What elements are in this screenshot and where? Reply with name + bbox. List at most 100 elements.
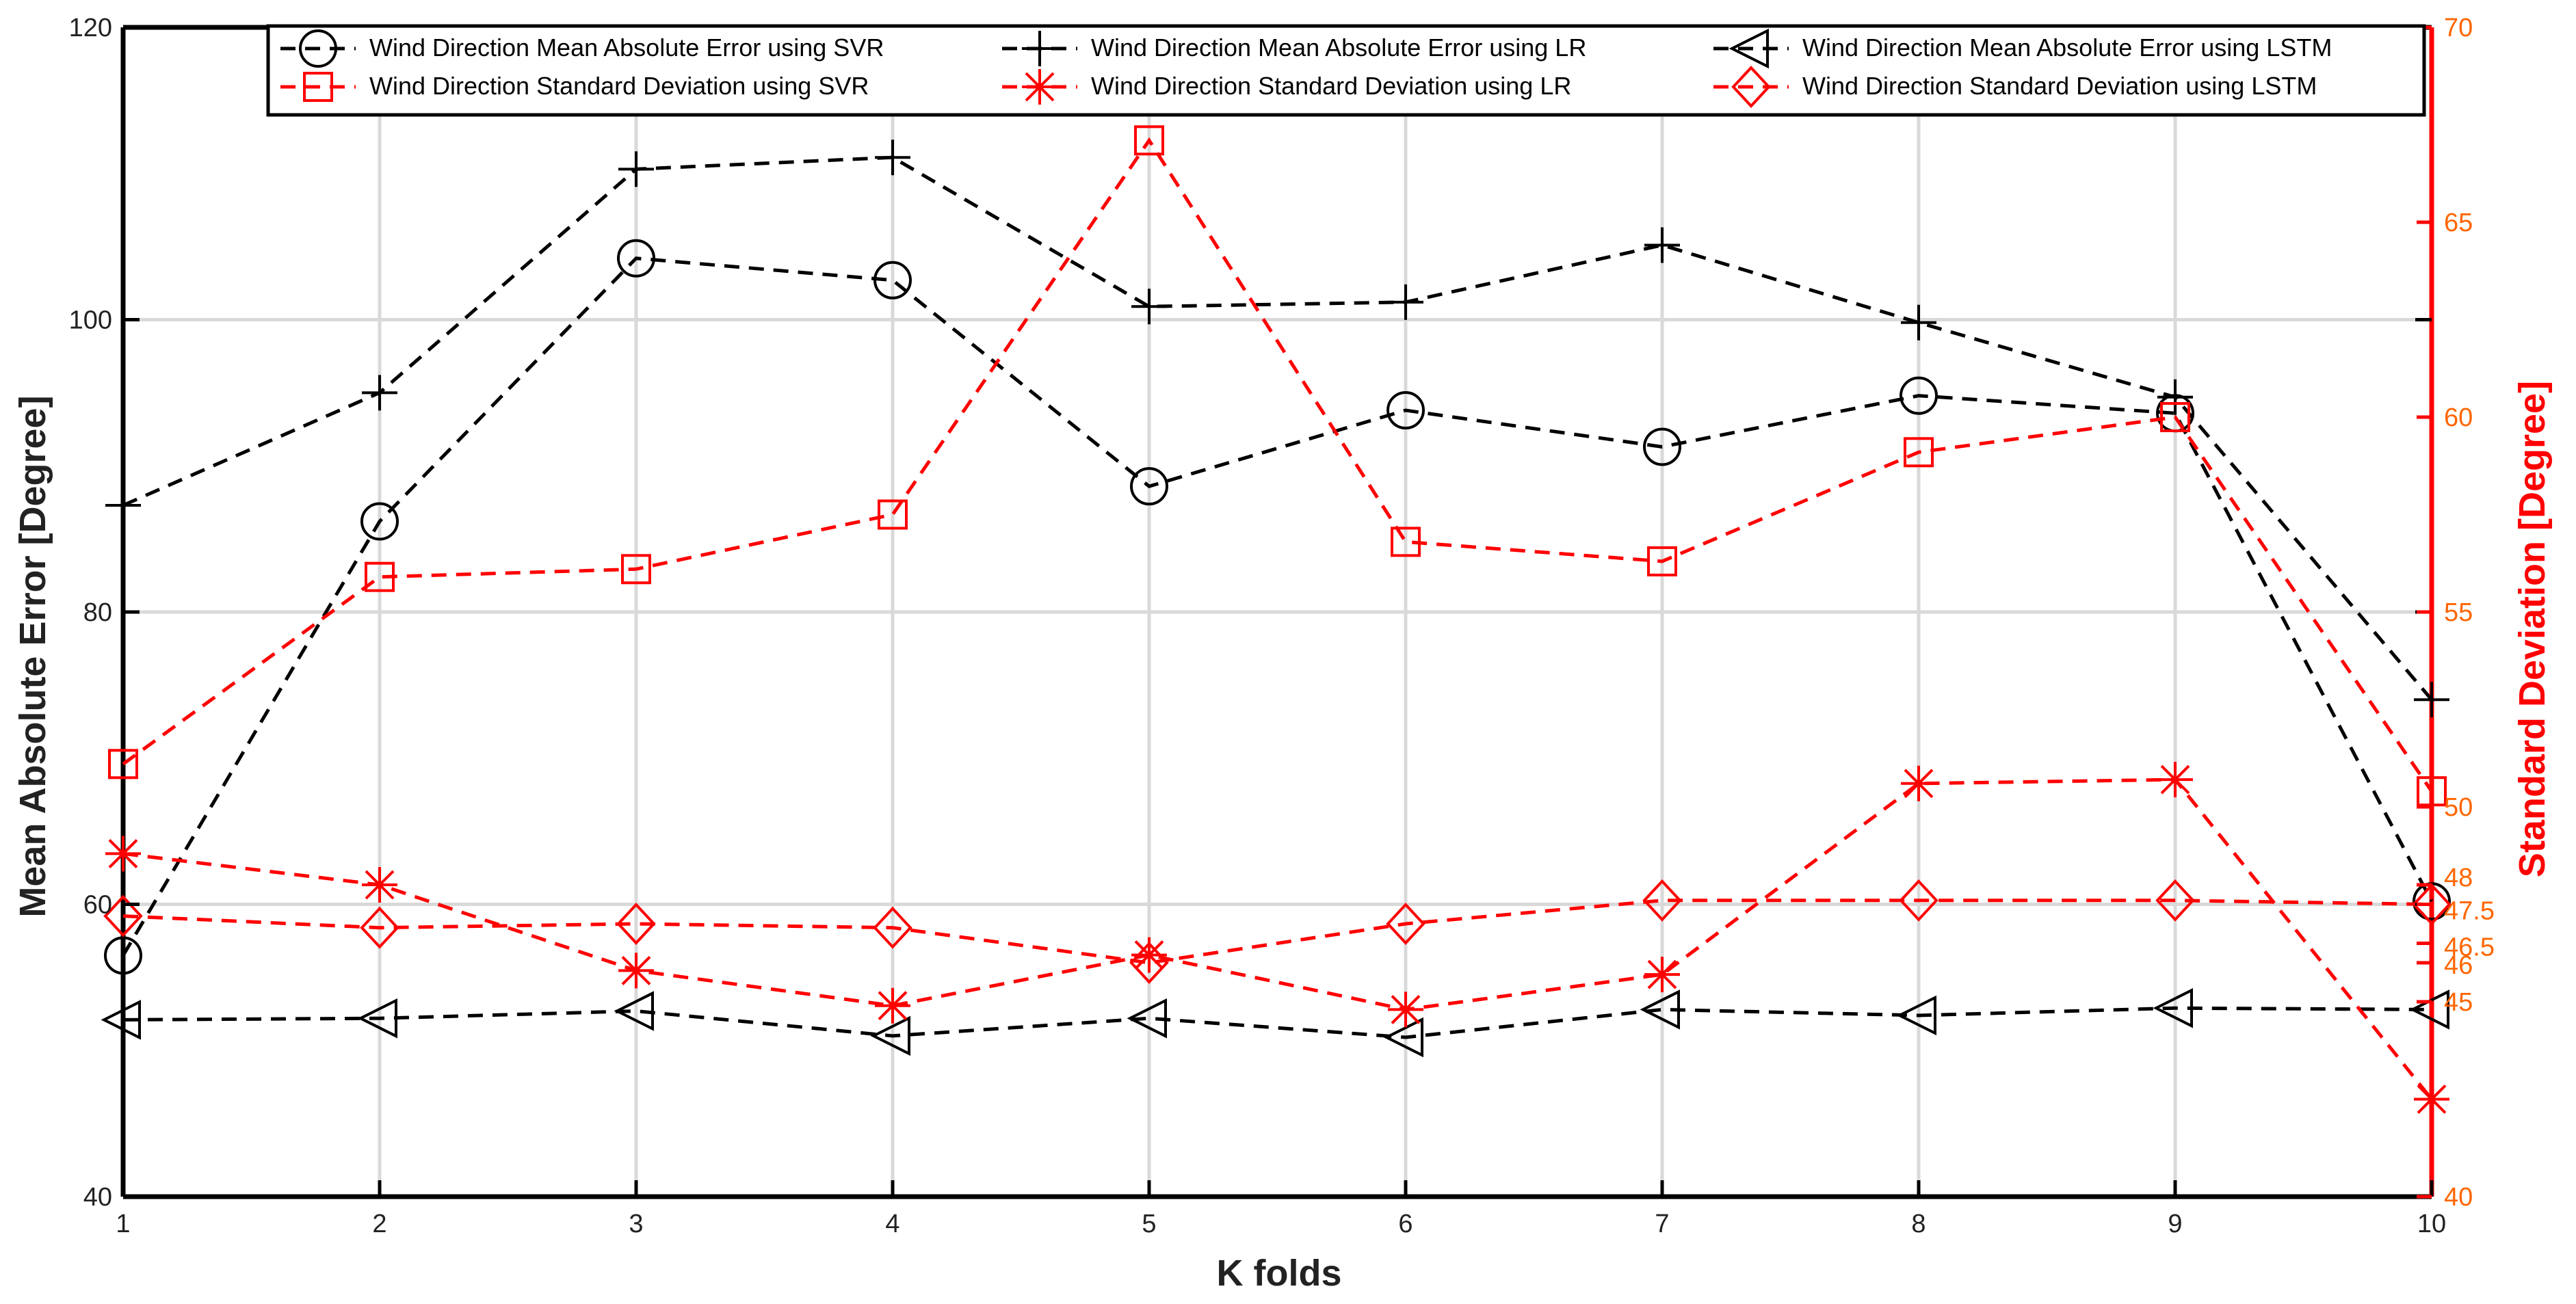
- y-right-tick-label: 46: [2444, 951, 2473, 980]
- data-point: [105, 487, 141, 523]
- series-line: [121, 256, 2434, 957]
- data-point: [1131, 937, 1167, 973]
- data-point: [616, 903, 656, 945]
- data-point: [108, 749, 138, 780]
- y-left-tick-label: 100: [69, 306, 112, 335]
- y-axis-left-title: Mean Absolute Error [Degree]: [12, 395, 53, 917]
- legend-label: Wind Direction Standard Deviation using …: [1091, 72, 1571, 100]
- data-point: [2157, 379, 2193, 415]
- legend-marker: [303, 72, 333, 102]
- x-tick-label: 10: [2417, 1210, 2446, 1238]
- data-point: [1130, 467, 1168, 506]
- data-point: [1901, 765, 1936, 801]
- series-5: [105, 762, 2449, 1117]
- data-point: [2160, 402, 2190, 432]
- y-right-tick-label: 65: [2444, 209, 2473, 237]
- x-tick-label: 7: [1655, 1210, 1669, 1238]
- legend-item: Wind Direction Mean Absolute Error using…: [1002, 31, 1586, 66]
- y-left-tick-label: 80: [83, 598, 112, 627]
- data-point: [1386, 391, 1425, 430]
- data-point: [365, 561, 395, 592]
- legend-item: Wind Direction Mean Absolute Error using…: [1713, 28, 2332, 69]
- grid-lines: [123, 27, 2432, 1197]
- legend-label: Wind Direction Mean Absolute Error using…: [1802, 34, 2332, 62]
- series-1: [104, 239, 2451, 975]
- data-point: [357, 998, 397, 1039]
- legend-marker: [1729, 28, 1769, 69]
- data-point: [1383, 1017, 1423, 1058]
- data-point: [1640, 989, 1680, 1030]
- x-tick-label: 6: [1398, 1210, 1412, 1238]
- y-right-tick-label: 70: [2444, 14, 2473, 42]
- data-point: [104, 936, 142, 975]
- legend-marker: [299, 29, 337, 68]
- data-point: [2153, 988, 2193, 1028]
- y-right-tick-label: 48: [2444, 864, 2473, 892]
- x-tick-label: 4: [885, 1210, 899, 1238]
- data-point: [2414, 1081, 2449, 1117]
- y-right-tick-label: 47.5: [2444, 897, 2495, 926]
- data-point: [875, 987, 910, 1024]
- y-right-tick-label: 50: [2444, 793, 2473, 822]
- legend-marker: [1731, 66, 1771, 108]
- series-layer: [101, 125, 2452, 1117]
- data-point: [1644, 957, 1680, 993]
- legend-marker: [1022, 31, 1057, 66]
- data-point: [1901, 304, 1936, 341]
- data-point: [2412, 883, 2452, 926]
- data-point: [1386, 903, 1425, 945]
- data-point: [1127, 998, 1167, 1039]
- legend-label: Wind Direction Standard Deviation using …: [369, 72, 869, 100]
- data-point: [1134, 125, 1164, 156]
- series-line: [122, 155, 2433, 701]
- legend-item: Wind Direction Standard Deviation using …: [1713, 66, 2317, 108]
- series-line: [122, 1006, 2432, 1039]
- data-point: [1643, 427, 1681, 466]
- data-point: [360, 502, 399, 541]
- data-point: [101, 1000, 141, 1040]
- data-point: [103, 894, 143, 937]
- legend-label: Wind Direction Mean Absolute Error using…: [1091, 34, 1586, 62]
- x-axis-title: K folds: [1217, 1253, 1342, 1294]
- y-right-tick-label: 40: [2444, 1183, 2473, 1212]
- x-tick-label: 8: [1911, 1210, 1926, 1238]
- data-point: [878, 499, 908, 530]
- data-point: [1896, 995, 1936, 1036]
- data-point: [1644, 227, 1680, 263]
- data-point: [1129, 942, 1169, 984]
- y-left-tick-label: 40: [83, 1183, 112, 1212]
- data-point: [2414, 682, 2449, 718]
- series-line: [122, 137, 2434, 793]
- legend-label: Wind Direction Standard Deviation using …: [1802, 72, 2317, 100]
- data-point: [1904, 437, 1934, 468]
- legend: Wind Direction Mean Absolute Error using…: [266, 24, 2426, 117]
- series-3: [101, 988, 2449, 1058]
- x-tick-label: 9: [2168, 1210, 2182, 1238]
- y-right-tick-label: 55: [2444, 598, 2473, 627]
- data-point: [1899, 879, 1938, 922]
- series-6: [103, 879, 2452, 984]
- data-point: [1391, 527, 1421, 557]
- y-left-tick-label: 60: [83, 891, 112, 920]
- legend-marker: [1022, 69, 1057, 105]
- data-point: [362, 867, 397, 903]
- data-point: [875, 139, 910, 176]
- y-right-tick-label: 45: [2444, 988, 2473, 1017]
- y-left-tick-label: 120: [69, 14, 112, 42]
- data-point: [873, 261, 912, 300]
- data-point: [1388, 992, 1423, 1028]
- data-point: [614, 991, 654, 1031]
- x-tick-label: 2: [372, 1210, 386, 1238]
- legend-label: Wind Direction Mean Absolute Error using…: [369, 34, 884, 62]
- legend-item: Wind Direction Mean Absolute Error using…: [280, 29, 884, 68]
- legend-item: Wind Direction Standard Deviation using …: [280, 72, 869, 102]
- data-point: [1900, 376, 1938, 415]
- data-point: [617, 239, 655, 278]
- tick-labels: 1 2 3 4 5 6 7 8 9 1040608010012040454646.547.5485…: [69, 14, 2495, 1238]
- data-point: [362, 375, 397, 411]
- series-line: [122, 899, 2432, 965]
- series-line: [122, 777, 2433, 1101]
- data-point: [1388, 284, 1423, 320]
- data-point: [2157, 762, 2193, 798]
- legend-box: [266, 24, 2426, 117]
